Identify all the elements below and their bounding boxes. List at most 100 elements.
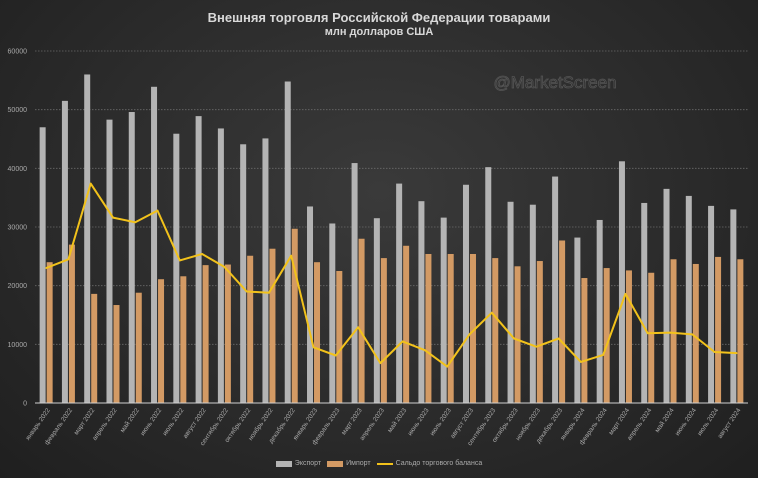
- watermark: @MarketScreen: [493, 73, 616, 92]
- bar-export: [39, 127, 46, 404]
- bar-import: [492, 258, 499, 403]
- legend-item-import: Импорт: [327, 460, 371, 467]
- bar-export: [685, 195, 692, 403]
- bar-import: [380, 258, 387, 403]
- bar-import: [559, 240, 566, 403]
- x-tick-label: июль 2022: [161, 407, 185, 437]
- bar-import: [247, 255, 254, 403]
- bar-export: [262, 138, 269, 403]
- bar-export: [396, 183, 403, 403]
- balance-point: [468, 333, 471, 336]
- bar-import: [670, 259, 677, 403]
- bar-export: [84, 74, 91, 403]
- bar-export: [151, 86, 158, 403]
- bar-export: [284, 81, 291, 404]
- legend-item-export: Экспорт: [275, 460, 322, 467]
- y-tick-label: 30000: [8, 225, 28, 232]
- bar-export: [351, 163, 358, 403]
- balance-point: [268, 291, 270, 294]
- x-tick-label: август 2024: [717, 407, 743, 440]
- bar-export: [61, 100, 68, 403]
- balance-point: [669, 331, 671, 334]
- bar-import: [269, 248, 276, 403]
- bar-import: [91, 293, 98, 403]
- legend-swatch: [275, 460, 292, 467]
- x-tick-label: июнь 2024: [674, 407, 698, 437]
- bar-import: [625, 270, 632, 403]
- balance-point: [357, 326, 359, 329]
- bar-export: [307, 206, 314, 403]
- bar-export: [240, 144, 247, 403]
- bar-export: [574, 237, 581, 403]
- legend-swatch: [376, 462, 393, 465]
- balance-point: [646, 332, 649, 334]
- bar-import: [314, 262, 321, 403]
- bar-import: [403, 245, 410, 403]
- bar-import: [202, 265, 209, 403]
- chart-title: Внешняя торговля Российской Федерации то…: [207, 10, 551, 25]
- balance-point: [379, 362, 382, 364]
- bar-export: [128, 112, 135, 403]
- balance-point: [334, 354, 337, 357]
- bar-import: [715, 256, 722, 403]
- balance-point: [201, 253, 203, 255]
- balance-point: [513, 337, 515, 340]
- y-tick-label: 10000: [8, 342, 28, 349]
- bar-export: [507, 201, 514, 403]
- balance-point: [535, 345, 538, 348]
- legend: Экспорт Импорт Сальдо торгового баланса: [0, 460, 758, 467]
- balance-point: [401, 340, 404, 343]
- balance-point: [490, 311, 493, 314]
- bar-export: [552, 176, 559, 403]
- x-tick-label: июнь 2023: [407, 407, 431, 437]
- balance-point: [713, 351, 716, 353]
- balance-point: [312, 346, 315, 349]
- balance-point: [223, 266, 226, 268]
- bar-import: [603, 268, 610, 403]
- bar-export: [485, 167, 492, 403]
- bar-export: [440, 217, 447, 403]
- bar-export: [596, 219, 603, 403]
- bar-import: [447, 253, 454, 403]
- bar-export: [373, 218, 380, 403]
- balance-point: [736, 352, 738, 354]
- y-tick-label: 0: [23, 401, 27, 408]
- x-tick-label: март 2024: [608, 407, 632, 437]
- balance-point: [179, 259, 181, 262]
- balance-point: [602, 354, 604, 356]
- x-tick-label: июль 2023: [429, 407, 453, 437]
- balance-point: [89, 182, 92, 185]
- bar-import: [469, 253, 476, 403]
- legend-label: Экспорт: [294, 460, 322, 467]
- x-tick-label: май 2023: [386, 406, 409, 434]
- x-tick-label: март 2022: [73, 407, 97, 437]
- balance-line: [45, 182, 737, 368]
- bar-export: [418, 201, 425, 403]
- legend-item-balance: Сальдо торгового баланса: [376, 460, 482, 467]
- balance-point: [245, 290, 248, 293]
- bar-import: [135, 292, 142, 403]
- bar-import: [180, 276, 187, 403]
- legend-swatch: [327, 460, 344, 467]
- bar-export: [708, 205, 715, 403]
- x-tick-label: май 2024: [653, 406, 676, 434]
- bar-import: [358, 238, 365, 403]
- balance-point: [67, 258, 70, 261]
- bar-import: [536, 261, 543, 403]
- x-tick-label: май 2022: [118, 406, 141, 434]
- balance-point: [134, 221, 137, 224]
- bar-import: [648, 272, 655, 403]
- bar-export: [618, 161, 625, 403]
- legend-label: Импорт: [346, 460, 371, 467]
- bar-import: [291, 228, 298, 403]
- bar-import: [336, 271, 343, 403]
- x-tick-label: март 2023: [340, 407, 364, 437]
- balance-point: [580, 361, 582, 363]
- x-tick-label: июль 2024: [696, 407, 720, 437]
- bar-import: [514, 266, 521, 403]
- bar-import: [581, 278, 588, 403]
- y-tick-label: 20000: [8, 283, 28, 290]
- balance-point: [624, 293, 627, 295]
